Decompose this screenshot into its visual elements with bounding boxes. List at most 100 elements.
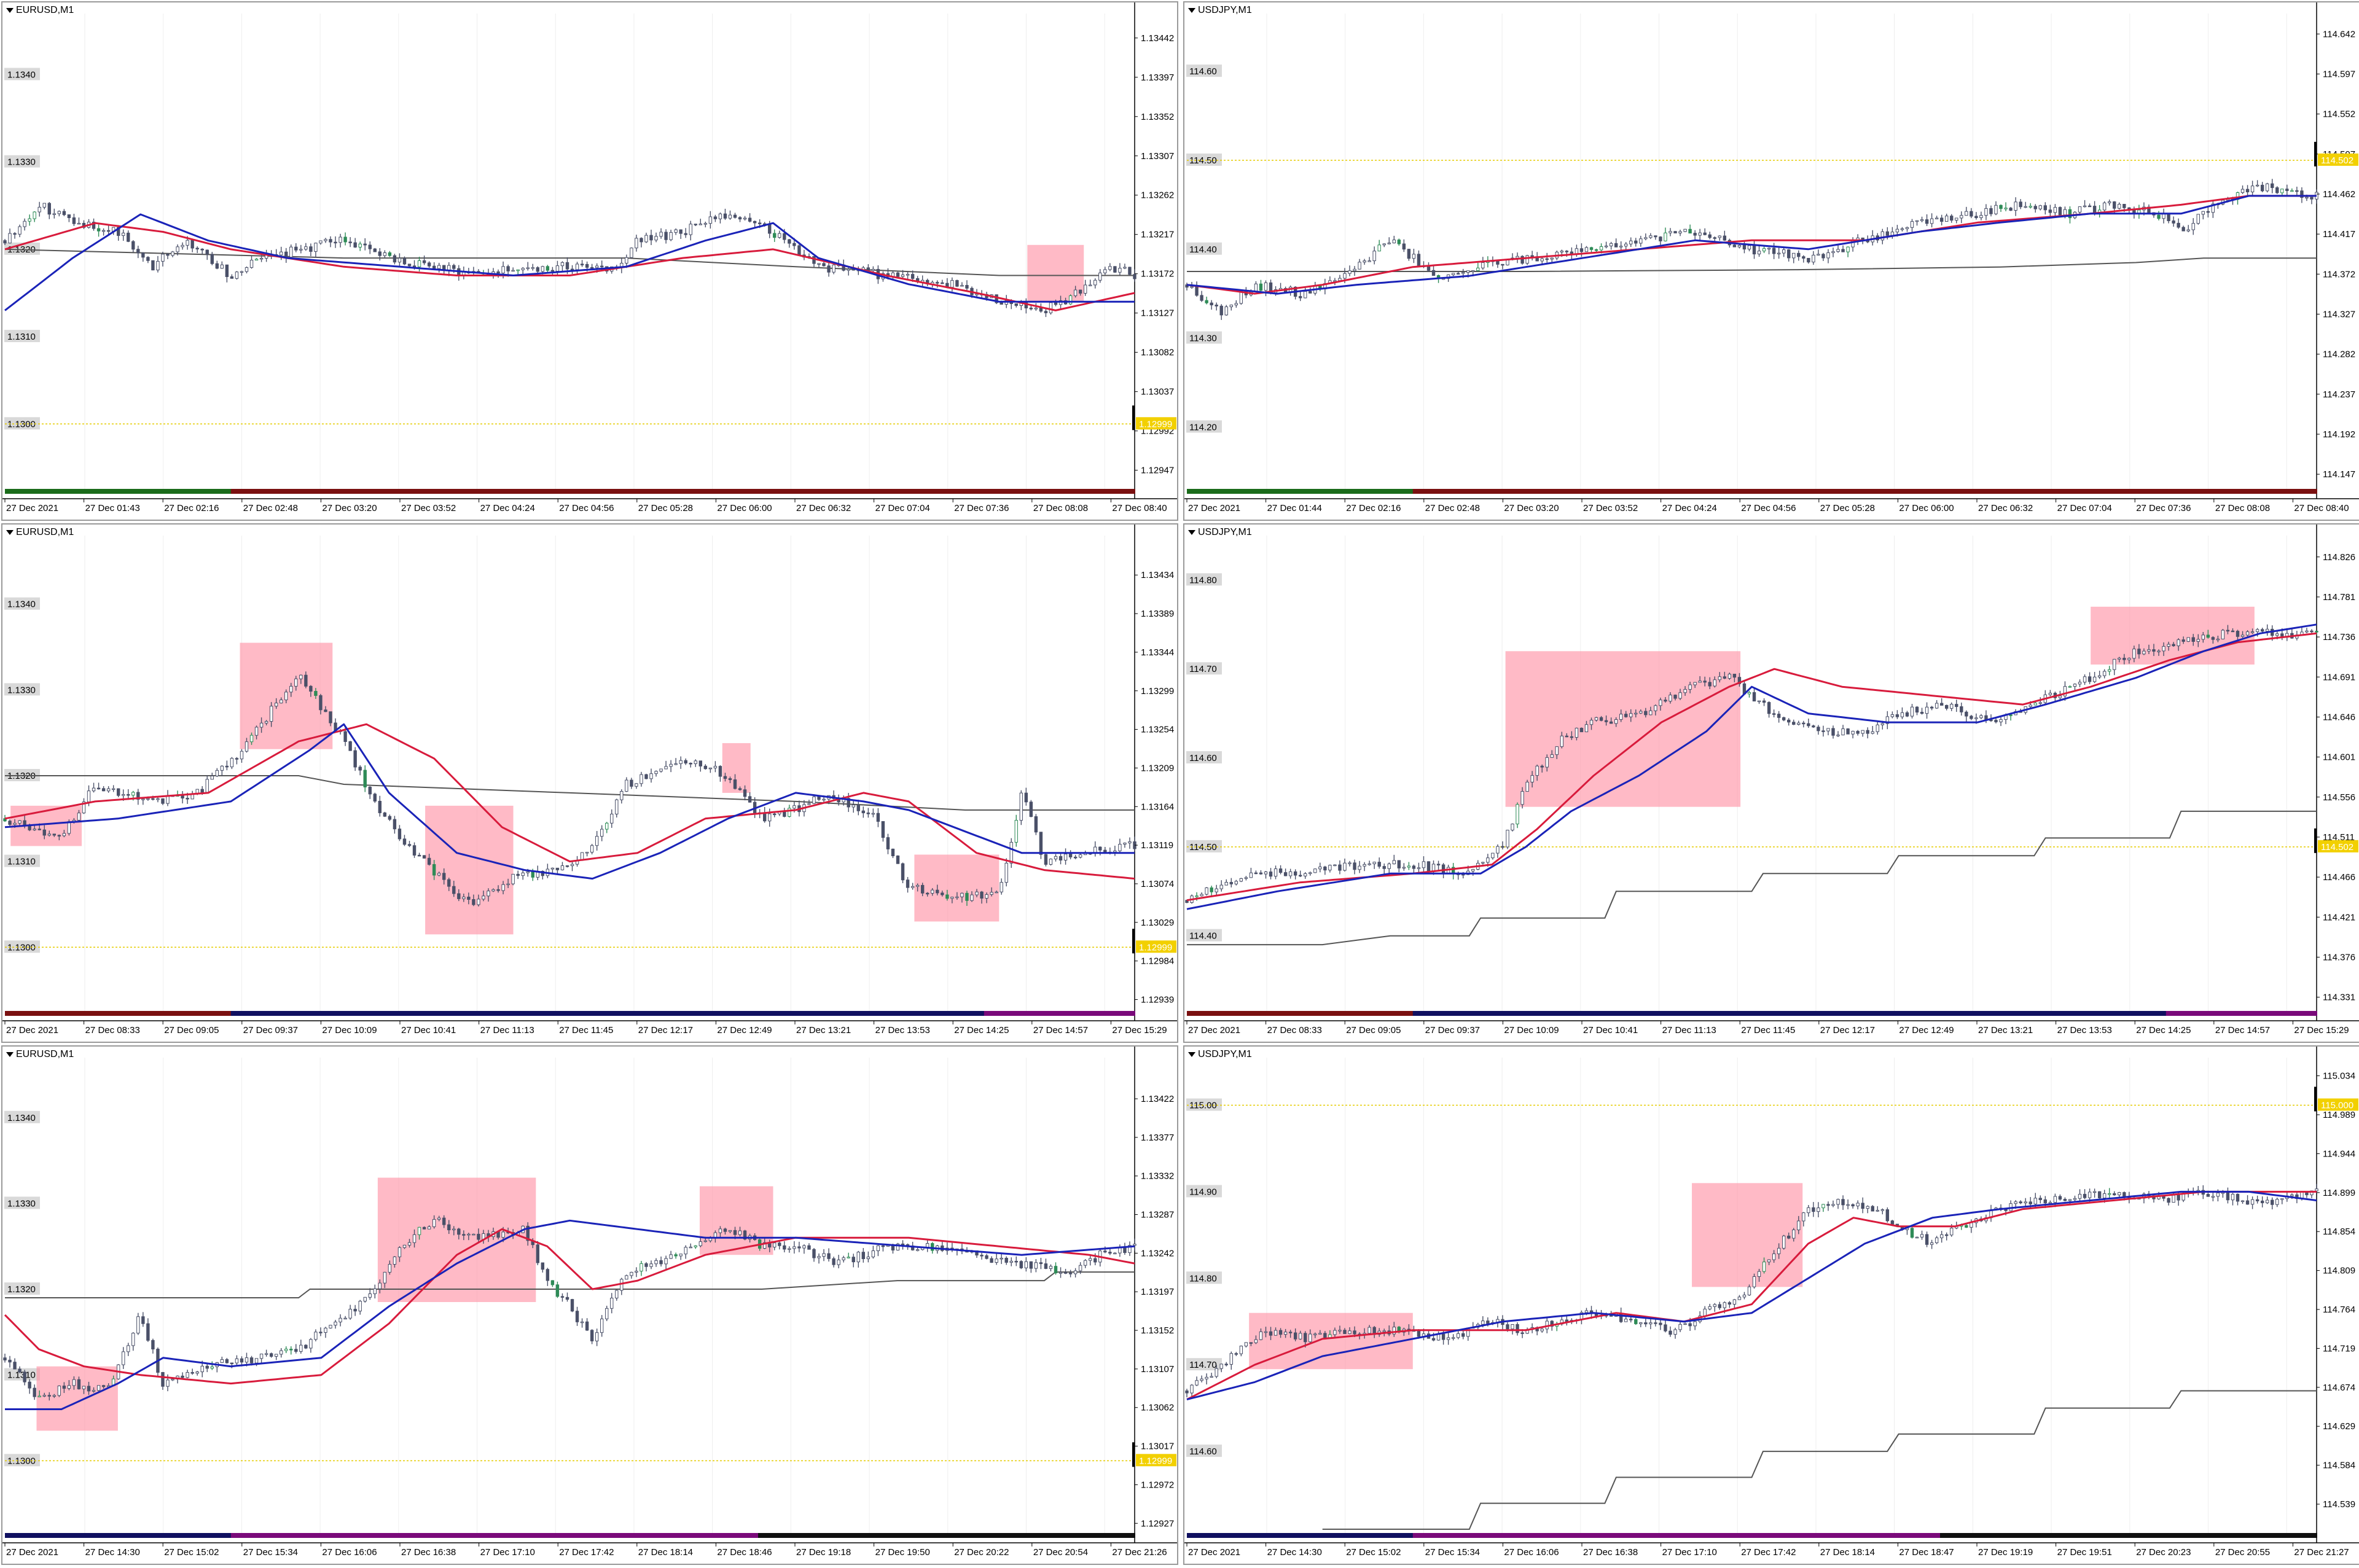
y-tick-label: 1.12939 xyxy=(1141,994,1174,1005)
candle-body xyxy=(625,779,628,792)
candle-body xyxy=(1802,1212,1805,1222)
session-bar-segment xyxy=(306,1011,382,1016)
candle-body xyxy=(422,260,426,263)
candle-body xyxy=(738,1230,742,1235)
candle-body xyxy=(713,766,718,768)
candle-body xyxy=(659,1260,663,1265)
dropdown-triangle-icon[interactable] xyxy=(1188,530,1195,535)
chart-panel[interactable]: 114.80 114.70 114.60 114.50 114.40 114.826 114… xyxy=(1183,523,2359,1043)
symbol-label[interactable]: USDJPY,M1 xyxy=(1188,5,1252,16)
round-number-label: 114.60 xyxy=(1189,753,1217,763)
candle-body xyxy=(1609,721,1613,724)
candle-body xyxy=(280,700,283,704)
candle-body xyxy=(723,1228,727,1232)
candle-body xyxy=(2019,1201,2022,1204)
candle-body xyxy=(733,779,737,789)
candle-body xyxy=(1049,859,1053,865)
chart-panel[interactable]: 1.1340 1.1330 1.1320 1.1310 1.1300 1.13442 1.1… xyxy=(1,1,1178,521)
candle-body xyxy=(220,1359,224,1363)
candle-body xyxy=(2108,669,2111,672)
dropdown-triangle-icon[interactable] xyxy=(6,1052,14,1057)
candle-body xyxy=(37,829,41,830)
symbol-label[interactable]: USDJPY,M1 xyxy=(1188,527,1252,538)
candle-body xyxy=(1436,864,1441,865)
candle-body xyxy=(1392,240,1396,244)
candle-body xyxy=(664,1258,668,1265)
chart-panel[interactable]: 115.00 114.90 114.80 114.70 114.60 115.034 114… xyxy=(1183,1045,2359,1565)
candle-body xyxy=(368,786,372,795)
candle-body xyxy=(1367,863,1371,865)
candle-body xyxy=(122,1351,125,1365)
candle-body xyxy=(496,271,500,274)
session-bar-segment xyxy=(1638,489,1715,494)
step-line xyxy=(5,1271,1135,1298)
candle-body xyxy=(1915,706,1919,713)
candle-body xyxy=(299,674,303,679)
candle-body xyxy=(92,787,96,792)
session-bar-segment xyxy=(1864,489,1941,494)
dropdown-triangle-icon[interactable] xyxy=(6,530,14,535)
candle-body xyxy=(516,873,520,876)
candle-body xyxy=(1068,854,1073,857)
candle-body xyxy=(2118,1192,2121,1196)
candle-body xyxy=(2048,1202,2052,1204)
candle-body xyxy=(851,805,855,808)
symbol-label[interactable]: EURUSD,M1 xyxy=(6,527,74,538)
x-tick-label: 27 Dec 13:53 xyxy=(875,1025,930,1036)
candle-body xyxy=(432,1219,436,1227)
candle-body xyxy=(452,886,456,894)
chart-panel[interactable]: 1.1340 1.1330 1.1320 1.1310 1.1300 1.13422 1.1… xyxy=(1,1045,1178,1565)
symbol-label[interactable]: EURUSD,M1 xyxy=(6,5,74,16)
candle-body xyxy=(620,790,624,800)
candle-body xyxy=(689,1246,692,1249)
candle-body xyxy=(1219,305,1223,316)
candle-body xyxy=(1885,231,1890,236)
candle-body xyxy=(1560,251,1564,252)
candle-body xyxy=(1269,1331,1273,1336)
symbol-label[interactable]: USDJPY,M1 xyxy=(1188,1049,1252,1060)
candle-body xyxy=(1363,864,1366,867)
candle-body xyxy=(2009,208,2013,211)
candle-body xyxy=(2310,630,2314,633)
dropdown-triangle-icon[interactable] xyxy=(6,8,14,13)
ma-blue-line xyxy=(4,213,1135,311)
candle-body xyxy=(358,1301,362,1312)
dropdown-triangle-icon[interactable] xyxy=(1188,8,1195,13)
session-bar-segment xyxy=(306,489,382,494)
candle-body xyxy=(906,880,910,888)
candle-body xyxy=(1737,1297,1742,1300)
candle-body xyxy=(1767,1259,1771,1263)
candle-body xyxy=(289,1349,293,1351)
symbol-label[interactable]: EURUSD,M1 xyxy=(6,1049,74,1060)
candle-body xyxy=(235,271,239,279)
candle-body xyxy=(1431,864,1436,872)
chart-panel[interactable]: 114.60 114.50 114.40 114.30 114.20 114.642 114… xyxy=(1183,1,2359,521)
chart-panel[interactable]: 1.1340 1.1330 1.1320 1.1310 1.1300 1.13434 1.1… xyxy=(1,523,1178,1043)
candle-body xyxy=(2113,658,2116,670)
current-price-marker xyxy=(2314,141,2317,166)
candle-body xyxy=(1688,1323,1692,1327)
ma-red-line xyxy=(1186,195,2317,295)
dropdown-triangle-icon[interactable] xyxy=(1188,1052,1195,1057)
candle-body xyxy=(610,1297,614,1309)
candle-body xyxy=(1713,1304,1716,1307)
y-tick-label: 114.944 xyxy=(2323,1149,2355,1159)
candle-body xyxy=(886,837,890,849)
candle-body xyxy=(1965,1225,1968,1228)
candle-body xyxy=(2250,1199,2255,1205)
candle-body xyxy=(378,1282,382,1289)
y-tick-label: 114.826 xyxy=(2323,552,2355,563)
candle-body xyxy=(1994,205,1998,214)
candle-body xyxy=(200,789,204,793)
candle-body xyxy=(82,802,86,814)
candle-body xyxy=(1481,862,1485,864)
candle-body xyxy=(2122,203,2126,208)
candle-body xyxy=(941,892,944,895)
candle-body xyxy=(2201,211,2205,215)
candle-body xyxy=(23,220,26,227)
y-tick-label: 1.12984 xyxy=(1141,956,1174,967)
candle-body xyxy=(1481,1320,1485,1325)
x-tick-label: 27 Dec 2021 xyxy=(6,1547,58,1558)
candle-body xyxy=(1915,220,1919,222)
candle-body xyxy=(1451,1337,1455,1339)
